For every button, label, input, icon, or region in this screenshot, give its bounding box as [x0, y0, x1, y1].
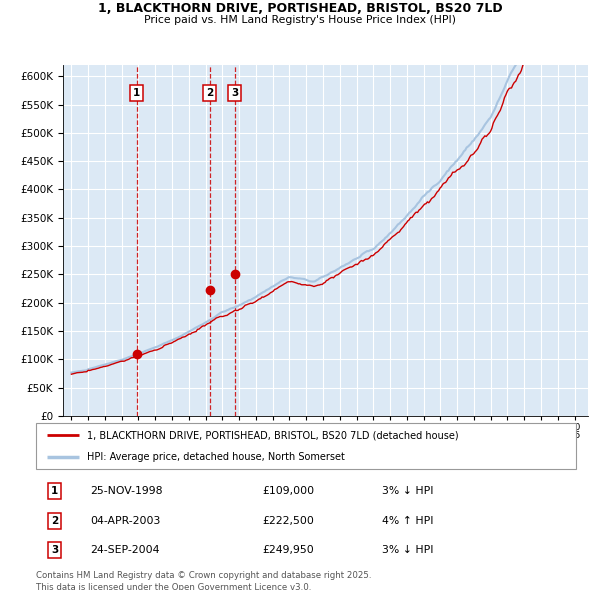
- Text: 24-SEP-2004: 24-SEP-2004: [90, 545, 160, 555]
- Text: 1: 1: [51, 486, 59, 496]
- Text: 3: 3: [51, 545, 59, 555]
- Text: £249,950: £249,950: [263, 545, 314, 555]
- Text: 3% ↓ HPI: 3% ↓ HPI: [382, 486, 433, 496]
- Text: 3: 3: [231, 88, 238, 98]
- Text: 1, BLACKTHORN DRIVE, PORTISHEAD, BRISTOL, BS20 7LD: 1, BLACKTHORN DRIVE, PORTISHEAD, BRISTOL…: [98, 2, 502, 15]
- Text: 1, BLACKTHORN DRIVE, PORTISHEAD, BRISTOL, BS20 7LD (detached house): 1, BLACKTHORN DRIVE, PORTISHEAD, BRISTOL…: [88, 431, 459, 441]
- Text: 2: 2: [51, 516, 59, 526]
- Text: 04-APR-2003: 04-APR-2003: [90, 516, 160, 526]
- Text: £109,000: £109,000: [263, 486, 315, 496]
- Text: Contains HM Land Registry data © Crown copyright and database right 2025.
This d: Contains HM Land Registry data © Crown c…: [36, 571, 371, 590]
- Text: Price paid vs. HM Land Registry's House Price Index (HPI): Price paid vs. HM Land Registry's House …: [144, 15, 456, 25]
- Text: 25-NOV-1998: 25-NOV-1998: [90, 486, 163, 496]
- Text: 2: 2: [206, 88, 214, 98]
- Text: 3% ↓ HPI: 3% ↓ HPI: [382, 545, 433, 555]
- Text: £222,500: £222,500: [263, 516, 314, 526]
- Text: HPI: Average price, detached house, North Somerset: HPI: Average price, detached house, Nort…: [88, 451, 345, 461]
- FancyBboxPatch shape: [36, 423, 576, 469]
- Text: 4% ↑ HPI: 4% ↑ HPI: [382, 516, 433, 526]
- Text: 1: 1: [133, 88, 140, 98]
